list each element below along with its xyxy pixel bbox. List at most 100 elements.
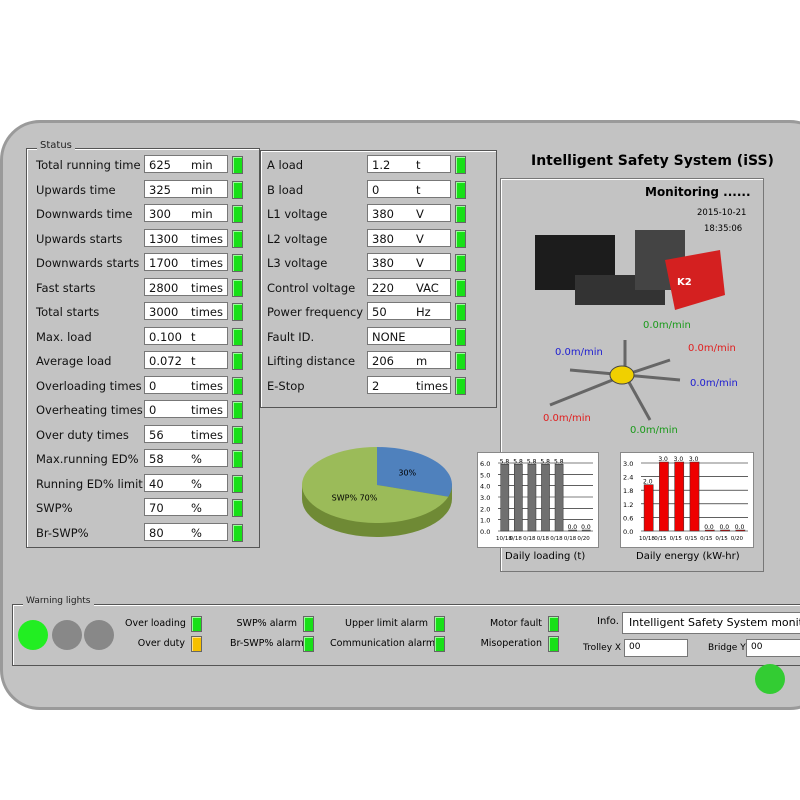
- status-indicator: [232, 523, 243, 542]
- hoist-image: K2: [535, 230, 725, 310]
- status-indicator: [232, 229, 243, 248]
- status-label: Downwards starts: [36, 256, 140, 270]
- electrical-value-field: NONE: [367, 326, 451, 345]
- status-unit: t: [191, 329, 196, 344]
- status-row: Overheating times 0 times: [36, 400, 248, 420]
- warning-label: SWP% alarm: [236, 618, 297, 629]
- status-value-field: 58 %: [144, 449, 228, 467]
- data-label: 5.8: [527, 458, 537, 465]
- status-row: Fast starts 2800 times: [36, 277, 248, 298]
- status-value-field: 56 times: [144, 424, 228, 443]
- x-tick-label: 10/18: [639, 536, 655, 542]
- status-value-field: 625 min: [144, 155, 228, 173]
- pie-slice: [377, 447, 452, 497]
- status-value-field: 0 times: [144, 375, 228, 394]
- y-tick-label: 4.0: [480, 483, 490, 491]
- warning-label: Misoperation: [480, 638, 542, 649]
- warning-indicator: [191, 636, 202, 652]
- status-title: Status: [37, 140, 75, 151]
- electrical-label: Power frequency: [267, 305, 364, 319]
- speed-down: 0.0m/min: [630, 425, 678, 436]
- electrical-label: E-Stop: [267, 378, 305, 393]
- speed-right-blue: 0.0m/min: [690, 378, 738, 389]
- x-tick-label: 0/18: [564, 536, 577, 542]
- electrical-value: 380: [372, 231, 394, 246]
- electrical-label: L2 voltage: [267, 231, 328, 246]
- status-row: Downwards time 300 min: [36, 204, 248, 224]
- status-unit: min: [191, 158, 213, 172]
- status-row: Max.running ED% 58 %: [36, 449, 248, 469]
- status-value: 0: [149, 378, 157, 393]
- electrical-unit: V: [416, 207, 424, 221]
- status-label: Upwards time: [36, 182, 116, 197]
- warning-group: Warning lights: [12, 596, 800, 666]
- direction-diagram: [549, 340, 681, 421]
- data-label: 0.0: [581, 524, 591, 531]
- electrical-indicator: [455, 205, 466, 223]
- status-value: 58: [149, 452, 164, 466]
- speed-right-red: 0.0m/min: [688, 343, 736, 354]
- trolley-field[interactable]: 00: [624, 639, 688, 657]
- status-indicator: [232, 156, 243, 174]
- status-value: 80: [149, 525, 164, 540]
- data-label: 2.0: [643, 479, 653, 486]
- pie-slice: [302, 447, 449, 523]
- electrical-value: NONE: [372, 329, 406, 344]
- status-indicator: [232, 303, 243, 321]
- x-tick-label: 0/20: [577, 536, 590, 542]
- status-unit: %: [191, 452, 202, 466]
- status-row: Running ED% limit 40 %: [36, 473, 248, 494]
- electrical-value-field: 50 Hz: [367, 302, 451, 320]
- status-label: Overloading times: [36, 378, 142, 393]
- info-field[interactable]: Intelligent Safety System monitoring: [622, 612, 800, 634]
- electrical-row: E-Stop 2 times: [267, 375, 471, 396]
- electrical-value: 0: [372, 182, 380, 197]
- k2-logo: K2: [677, 277, 692, 288]
- status-indicator: [232, 254, 243, 272]
- status-row: Over duty times 56 times: [36, 424, 248, 445]
- electrical-value-field: 206 m: [367, 351, 451, 369]
- status-label: Upwards starts: [36, 231, 123, 246]
- bar: [735, 529, 746, 532]
- speed-left: 0.0m/min: [555, 347, 603, 358]
- electrical-row: A load 1.2 t: [267, 155, 471, 175]
- status-label: Average load: [36, 354, 112, 368]
- electrical-indicator: [455, 156, 466, 174]
- daily-energy-chart: 0.0 0.6 1.2 1.8 2.4 3.0 2.0 10/18 3.0 0/15 3.0 0/15…: [620, 452, 754, 548]
- electrical-row: Fault ID. NONE: [267, 326, 471, 347]
- electrical-label: A load: [267, 158, 304, 172]
- warning-label: Over loading: [125, 618, 186, 629]
- status-row: SWP% 70 %: [36, 498, 248, 518]
- data-label: 0.0: [704, 524, 714, 531]
- bridge-value: 00: [751, 642, 763, 652]
- bridge-field[interactable]: 00: [746, 639, 800, 657]
- electrical-row: L2 voltage 380 V: [267, 228, 471, 249]
- status-indicator: [232, 278, 243, 297]
- status-indicator: [232, 352, 243, 370]
- status-value-field: 0.100 t: [144, 326, 228, 345]
- monitoring-label: Monitoring ......: [645, 185, 751, 199]
- bar: [554, 464, 564, 532]
- bar: [568, 529, 577, 532]
- electrical-value: 2: [372, 378, 380, 393]
- electrical-value: 206: [372, 354, 394, 368]
- status-unit: times: [191, 403, 223, 417]
- date: 2015-10-21: [697, 208, 747, 218]
- status-value-field: 70 %: [144, 498, 228, 516]
- status-label: Fast starts: [36, 280, 96, 295]
- x-tick-label: 0/15: [654, 536, 667, 542]
- bar: [514, 464, 523, 532]
- x-tick-label: 0/20: [731, 536, 744, 542]
- status-value: 70: [149, 501, 164, 515]
- electrical-value-field: 0 t: [367, 179, 451, 198]
- start-button[interactable]: [755, 664, 785, 694]
- status-label: Total running time: [36, 158, 141, 172]
- status-value-field: 325 min: [144, 179, 228, 198]
- info-value: Intelligent Safety System monitoring: [629, 616, 800, 629]
- status-indicator: [232, 376, 243, 395]
- status-row: Br-SWP% 80 %: [36, 522, 248, 543]
- lamp-green: [18, 620, 48, 650]
- status-row: Upwards starts 1300 times: [36, 228, 248, 249]
- x-tick-label: 0/18: [537, 536, 550, 542]
- electrical-value-field: 380 V: [367, 228, 451, 247]
